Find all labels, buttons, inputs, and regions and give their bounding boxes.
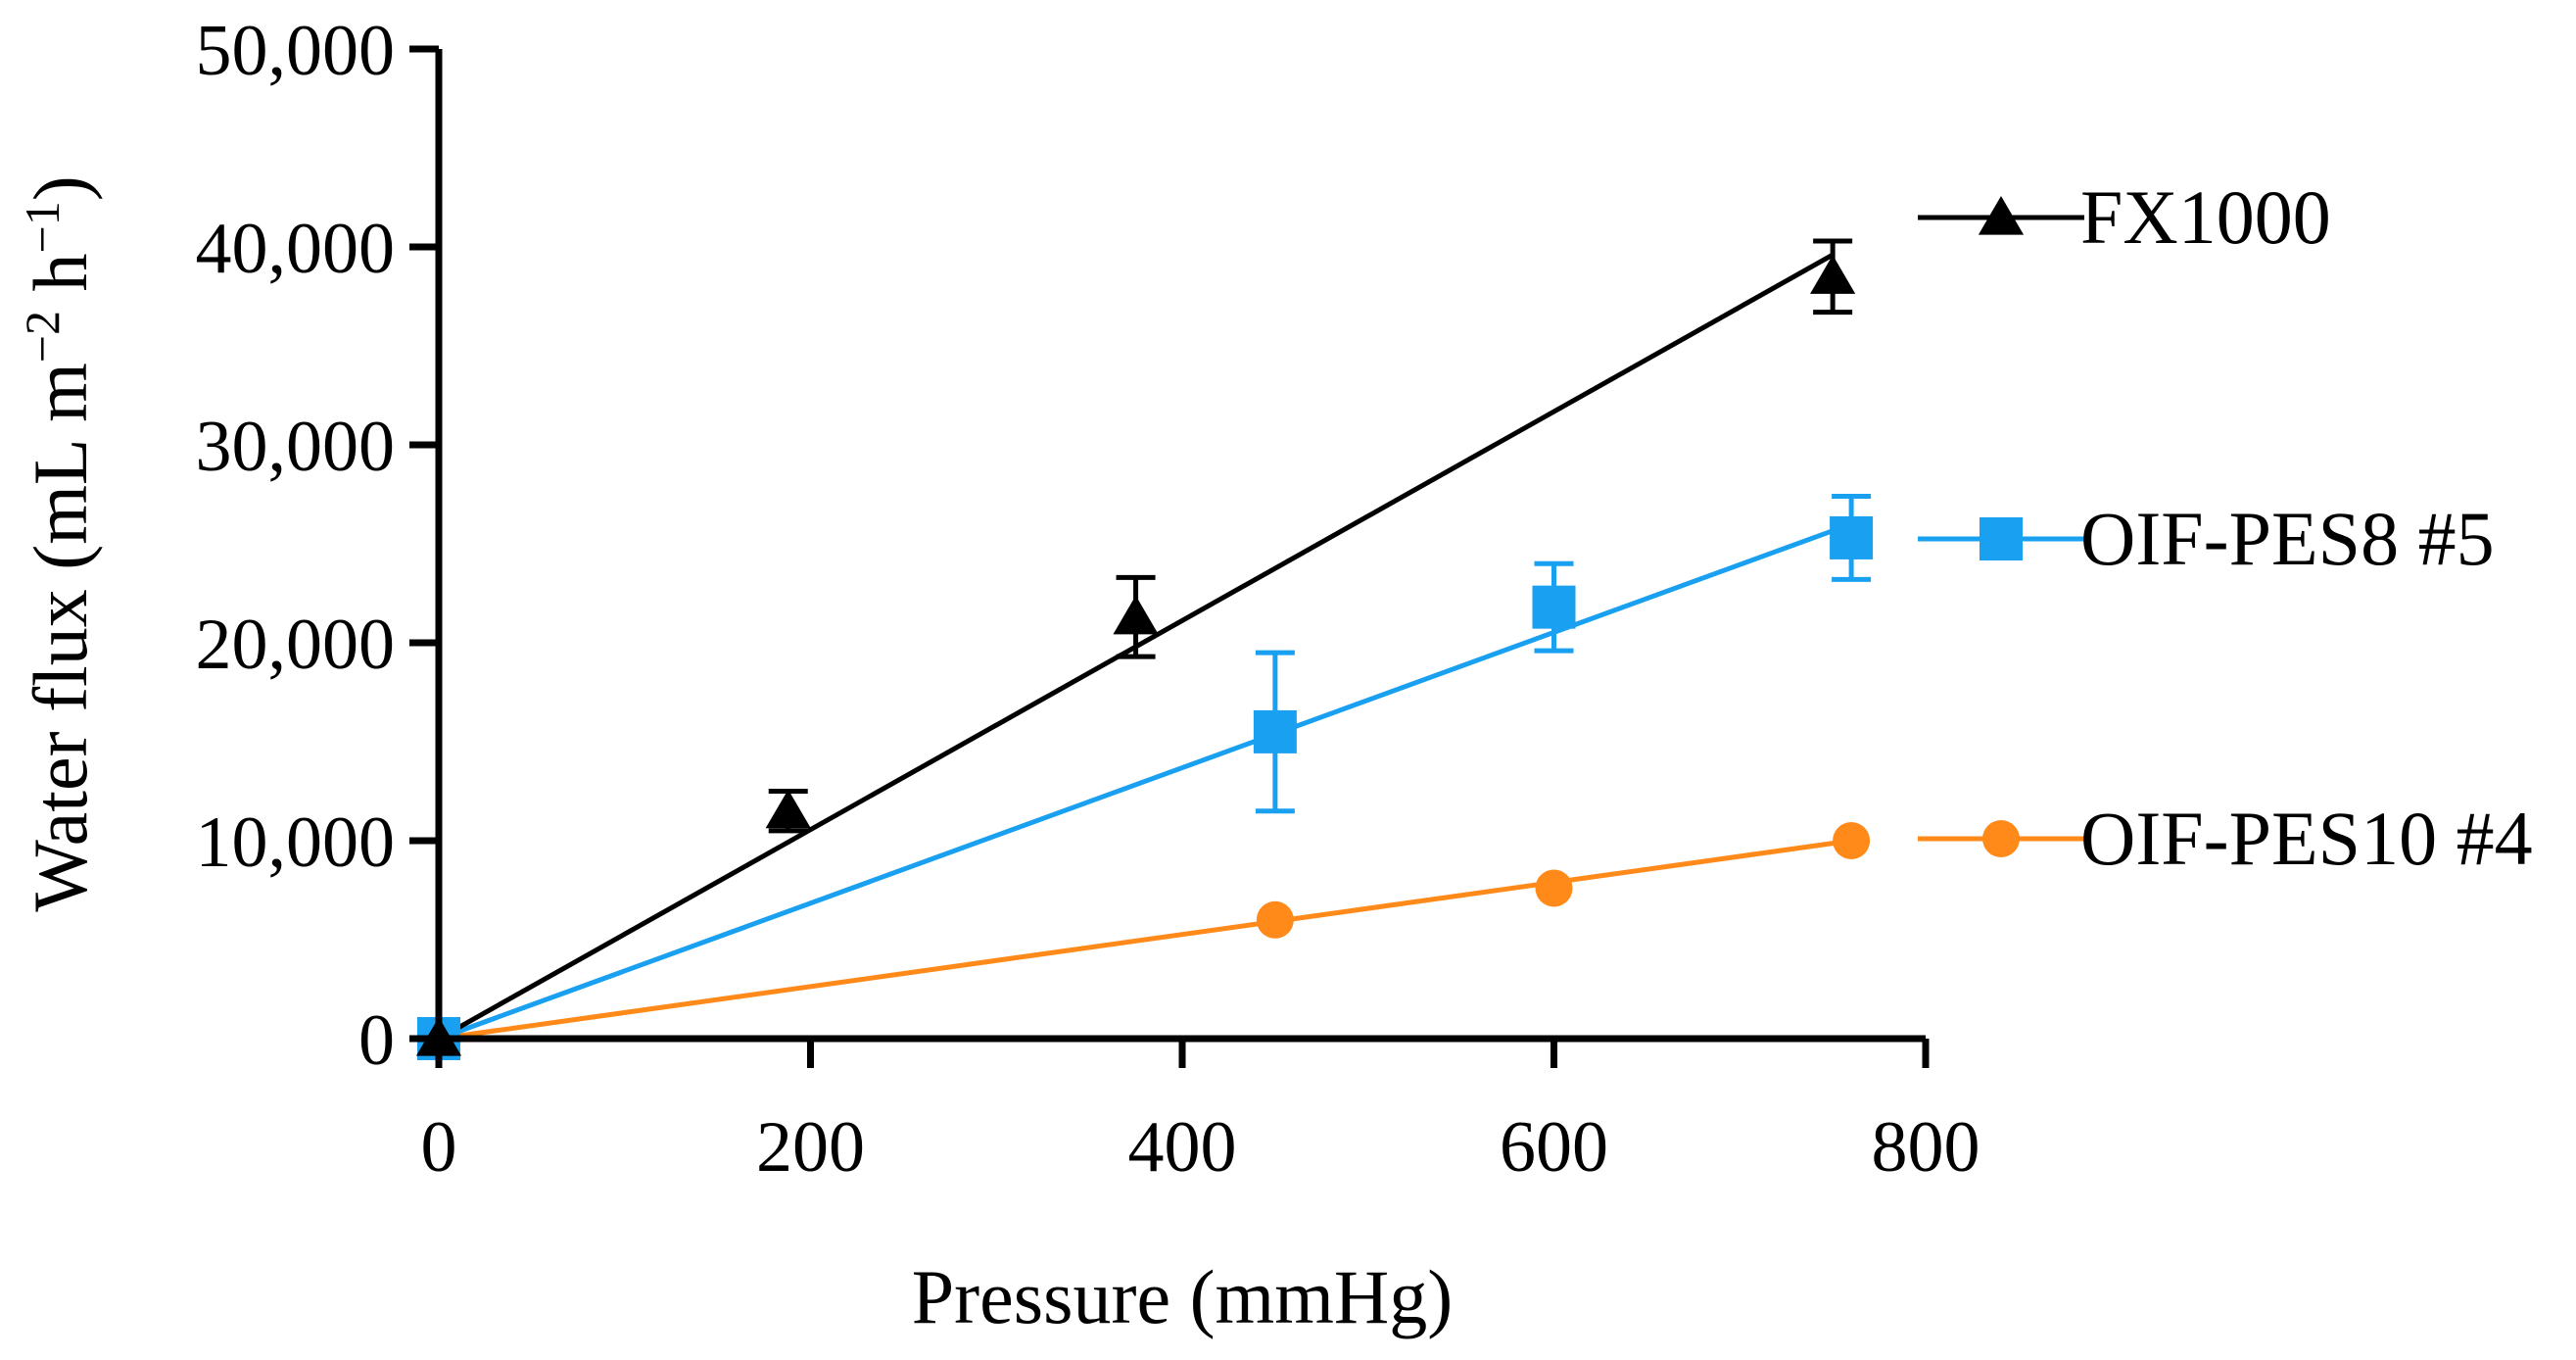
y-axis-title-suffix: )	[18, 175, 103, 201]
legend: FX1000 OIF-PES8 #5 OIF-PES10 #4	[1918, 174, 2533, 881]
y-axis-title-middle: h	[18, 254, 103, 312]
data-point	[1810, 255, 1856, 294]
axes	[435, 49, 1926, 1043]
data-point	[765, 789, 811, 829]
y-axis-title-sup2: −1	[15, 201, 70, 253]
data-point	[1830, 515, 1874, 559]
x-axis-title: Pressure (mmHg)	[912, 1254, 1453, 1339]
y-axis-title-prefix: Water flux (mL m	[18, 363, 103, 911]
data-point	[1256, 900, 1294, 939]
data-point	[1532, 585, 1576, 629]
x-tick-label: 800	[1872, 1107, 1980, 1188]
x-tick-label: 0	[421, 1107, 457, 1188]
data-point	[1253, 709, 1297, 753]
x-tick-label: 400	[1128, 1107, 1237, 1188]
data-point	[1535, 869, 1573, 907]
legend-label: FX1000	[2080, 174, 2331, 260]
error-bars	[768, 238, 1872, 834]
y-tick-label: 0	[358, 1000, 395, 1081]
legend-swatch-marker	[1978, 196, 2025, 235]
y-tick-label: 30,000	[196, 407, 396, 487]
y-tick-label: 10,000	[196, 802, 396, 883]
y-tick-label: 40,000	[196, 209, 396, 289]
fit-line	[438, 838, 1852, 1042]
y-tick-label: 50,000	[196, 11, 396, 91]
legend-swatch-marker	[1980, 517, 2023, 560]
legend-label: OIF-PES8 #5	[2080, 496, 2495, 581]
data-point	[1113, 595, 1159, 635]
fit-lines	[437, 252, 1852, 1042]
y-ticks: 0 10,000 20,000 30,000 40,000 50,000	[196, 11, 439, 1081]
y-tick-label: 20,000	[196, 605, 396, 685]
fit-line	[438, 521, 1852, 1042]
legend-swatch-marker	[1982, 820, 2020, 857]
x-tick-label: 600	[1500, 1107, 1608, 1188]
y-axis-title: Water flux (mL m−2 h−1)	[15, 175, 103, 911]
legend-label: OIF-PES10 #4	[2080, 796, 2533, 881]
x-tick-label: 200	[756, 1107, 865, 1188]
x-ticks: 0 200 400 600 800	[421, 1039, 1980, 1188]
data-point	[1833, 822, 1871, 859]
y-axis-title-sup1: −2	[15, 311, 70, 363]
